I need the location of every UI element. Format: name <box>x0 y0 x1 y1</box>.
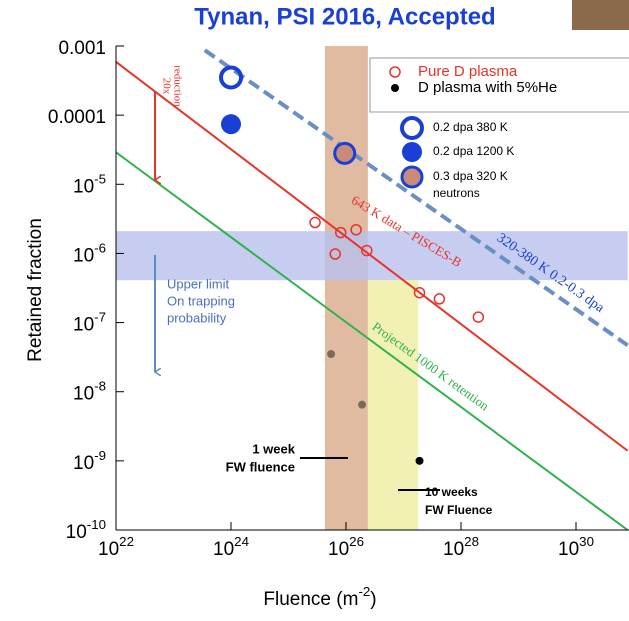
legend-label: D plasma with 5%He <box>418 79 557 96</box>
legend-marker <box>400 116 424 140</box>
y-tick-label: 0.001 <box>58 38 106 59</box>
y-tick-label: 10-9 <box>73 447 106 474</box>
trend-line <box>116 61 629 452</box>
legend-marker <box>402 142 422 162</box>
y-tick-label: 10-6 <box>73 240 106 267</box>
legend-marker <box>391 84 399 92</box>
x-tick-label: 1022 <box>98 534 134 561</box>
annotation: FW fluence <box>226 459 295 474</box>
marker <box>433 293 446 305</box>
marker <box>329 248 341 260</box>
chart-title: Tynan, PSI 2016, Accepted <box>194 3 495 30</box>
marker <box>472 311 485 323</box>
legend-marker <box>389 66 401 78</box>
y-axis-label: Retained fraction <box>25 218 46 362</box>
legend-marker <box>400 165 424 189</box>
annotation: FW Fluence <box>425 503 493 517</box>
legend-label: 0.2 dpa 1200 K <box>433 144 514 158</box>
legend-label: Pure D plasma <box>418 63 518 80</box>
marker <box>334 226 347 239</box>
legend <box>369 57 629 113</box>
marker <box>219 65 243 90</box>
annotation: probability <box>167 310 227 325</box>
x-tick-label: 1028 <box>443 534 479 561</box>
trend-line <box>116 151 629 530</box>
legend-label: 0.3 dpa 320 K <box>433 169 508 183</box>
x-axis-label: Fluence (m-2) <box>263 584 376 611</box>
annotation: reduction <box>171 65 183 107</box>
annotation: 20x <box>160 78 172 95</box>
annotation: On trapping <box>167 293 235 308</box>
legend-note: neutrons <box>433 186 480 200</box>
y-tick-label: 0.0001 <box>48 107 106 128</box>
marker <box>358 400 367 409</box>
band <box>367 280 419 530</box>
y-tick-label: 10-8 <box>73 378 106 405</box>
marker <box>415 456 424 465</box>
y-tick-label: 10-7 <box>73 309 106 336</box>
trend-line <box>203 48 629 347</box>
marker <box>413 286 426 299</box>
marker <box>361 244 373 257</box>
band <box>324 46 368 530</box>
photo <box>572 0 629 30</box>
marker <box>221 114 241 135</box>
x-tick-label: 1026 <box>328 534 364 561</box>
legend-label: 0.2 dpa 380 K <box>433 120 508 134</box>
annotation: 10 weeks <box>425 485 478 499</box>
annotation: Upper limit <box>167 276 230 291</box>
marker <box>333 141 357 165</box>
marker <box>350 224 362 236</box>
y-tick-label: 10-5 <box>73 171 106 198</box>
marker <box>327 350 336 359</box>
x-tick-label: 1030 <box>558 534 594 561</box>
annotation: 1 week <box>252 441 295 456</box>
marker <box>309 216 321 229</box>
x-tick-label: 1024 <box>213 534 249 561</box>
